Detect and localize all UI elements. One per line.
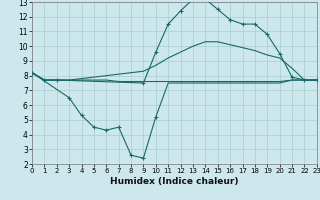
X-axis label: Humidex (Indice chaleur): Humidex (Indice chaleur) xyxy=(110,177,239,186)
